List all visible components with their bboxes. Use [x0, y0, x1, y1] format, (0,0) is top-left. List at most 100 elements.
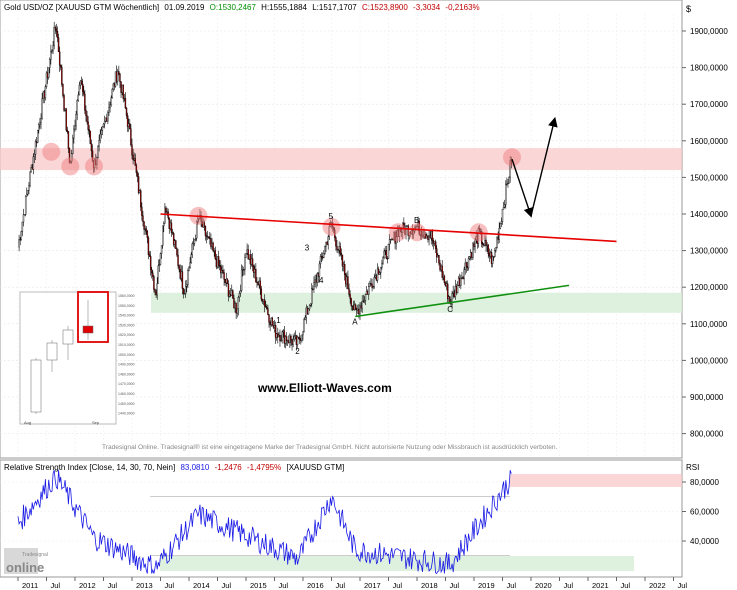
- candle-up: [309, 303, 312, 306]
- rsi-change: -1,2476: [215, 463, 243, 472]
- candle-up: [323, 253, 325, 258]
- candle-up: [505, 184, 507, 205]
- candle-up: [20, 231, 22, 240]
- candle-down: [233, 297, 235, 309]
- candle-up: [26, 193, 28, 197]
- candle-down: [251, 258, 254, 267]
- candle-up: [45, 72, 48, 87]
- candle-up: [24, 196, 27, 215]
- candle-down: [90, 143, 93, 152]
- candle-down: [115, 71, 118, 82]
- candle-down: [143, 221, 145, 230]
- candle-down: [113, 83, 116, 87]
- candle-down: [300, 339, 302, 341]
- candle-up: [22, 214, 25, 223]
- candle-up: [507, 182, 509, 185]
- time-tick-label: 2017: [364, 581, 381, 590]
- candle-down: [326, 241, 328, 245]
- candle-down: [172, 233, 175, 245]
- candle-down: [181, 271, 184, 289]
- candle-down: [290, 335, 292, 341]
- candle-up: [338, 246, 340, 251]
- candle-up: [123, 97, 126, 100]
- candle-up: [174, 240, 176, 245]
- candle-down: [249, 254, 252, 265]
- time-tick-label: Jul: [450, 581, 460, 590]
- price-tick-label: 1500,0000: [690, 173, 728, 182]
- candle-up: [111, 88, 113, 99]
- candle-up: [457, 277, 460, 286]
- time-tick-label: Jul: [222, 581, 232, 590]
- candle-down: [55, 28, 58, 32]
- candle-up: [99, 133, 101, 141]
- candle-down: [366, 291, 369, 295]
- candle-down: [209, 237, 211, 240]
- candle-up: [144, 228, 146, 230]
- price-tick-label: 1300,0000: [690, 247, 728, 256]
- candle-down: [358, 308, 360, 315]
- candle-up: [369, 283, 371, 287]
- candle-up: [42, 91, 44, 100]
- header-change: -3,3034: [413, 3, 441, 12]
- candle-up: [324, 246, 326, 254]
- candle-down: [335, 237, 337, 247]
- inset-tick-label: 1550,0000: [118, 304, 135, 308]
- candle-up: [489, 252, 492, 257]
- candle-up: [78, 84, 81, 96]
- candle-down: [497, 237, 499, 240]
- inset-highlight-box: [77, 291, 109, 343]
- time-tick-label: Jul: [393, 581, 403, 590]
- candle-down: [377, 268, 380, 275]
- candle-down: [204, 225, 207, 236]
- time-tick-label: 2016: [307, 581, 324, 590]
- candle-up: [73, 128, 75, 139]
- inset-tick-label: 1480,0000: [118, 372, 135, 376]
- candle-up: [190, 254, 192, 263]
- candle-down: [125, 107, 128, 116]
- candle-up: [163, 222, 165, 227]
- candle-down: [348, 288, 350, 295]
- candle-down: [146, 230, 149, 238]
- candle-up: [189, 262, 191, 268]
- price-tick-label: 800,0000: [690, 430, 724, 439]
- time-tick-label: 2018: [421, 581, 438, 590]
- candle-up: [460, 277, 462, 286]
- candle-down: [269, 322, 271, 326]
- candle-up: [493, 256, 495, 258]
- candle-up: [384, 249, 386, 252]
- candle-up: [101, 126, 104, 131]
- candle-up: [270, 317, 272, 326]
- candle-up: [313, 282, 315, 290]
- rsi-axis-title: RSI: [686, 463, 699, 472]
- rsi-line: [17, 470, 512, 575]
- candle-down: [471, 252, 473, 258]
- time-tick-label: Jul: [51, 581, 61, 590]
- candle-up: [273, 325, 276, 328]
- candle-down: [61, 67, 63, 85]
- candle-up: [275, 333, 278, 338]
- rsi-header-label: Relative Strength Index [Close, 14, 30, …: [4, 463, 175, 472]
- candle-down: [350, 298, 352, 306]
- candle-up: [221, 270, 223, 274]
- inset-tick-label: 1500,0000: [118, 353, 135, 357]
- time-tick-label: 2021: [592, 581, 609, 590]
- candle-down: [235, 302, 237, 314]
- candle-down: [214, 250, 217, 260]
- inset-candle: [62, 329, 74, 345]
- candle-down: [149, 256, 152, 270]
- price-tick-label: 900,0000: [690, 393, 724, 402]
- time-tick-label: Jul: [165, 581, 175, 590]
- candle-up: [292, 339, 294, 345]
- candle-up: [454, 286, 457, 297]
- candle-up: [187, 270, 189, 285]
- candle-down: [297, 336, 300, 339]
- candle-up: [164, 207, 166, 224]
- candle-down: [176, 248, 178, 256]
- candle-down: [315, 279, 317, 283]
- wave-label-4: 4: [319, 276, 324, 285]
- candle-up: [307, 308, 310, 315]
- candle-down: [132, 154, 134, 161]
- candle-up: [231, 290, 233, 296]
- inset-candle: [82, 325, 94, 334]
- candle-up: [474, 239, 476, 247]
